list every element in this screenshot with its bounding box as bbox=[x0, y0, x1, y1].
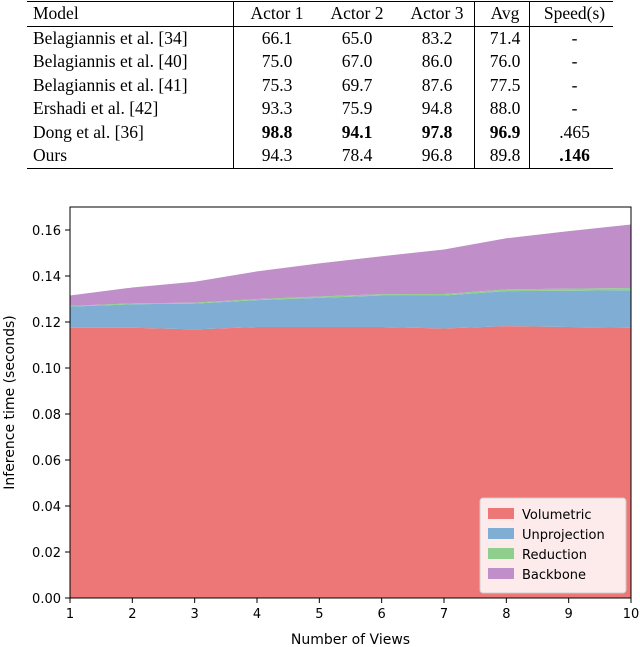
x-tick-label: 9 bbox=[565, 607, 573, 622]
chart-legend: Volumetric Unprojection Reduction Backbone bbox=[479, 497, 627, 594]
y-tick-label: 0.10 bbox=[32, 362, 61, 377]
x-tick-label: 8 bbox=[502, 607, 510, 622]
cell-speed: - bbox=[529, 26, 613, 50]
header-model: Model bbox=[33, 3, 79, 23]
cell-model: Belagiannis et al. [34] bbox=[33, 27, 188, 48]
cell-actor-3: 94.8 bbox=[421, 98, 453, 118]
table-row: Belagiannis et al. [34] 66.1 65.0 83.2 7… bbox=[27, 26, 613, 50]
header-actor-1: Actor 1 bbox=[233, 1, 314, 26]
y-axis-label: Inference time (seconds) bbox=[2, 315, 18, 489]
legend-label: Volumetric bbox=[522, 508, 592, 523]
cell-speed: - bbox=[529, 73, 613, 97]
cell-model: Belagiannis et al. [41] bbox=[33, 74, 188, 95]
legend-swatch bbox=[488, 508, 514, 519]
cell-actor-1: 75.3 bbox=[233, 73, 314, 97]
x-axis-label: Number of Views bbox=[291, 632, 410, 647]
cell-model: Ershadi et al. [42] bbox=[33, 98, 159, 118]
area-reduction bbox=[70, 287, 631, 307]
x-tick-label: 4 bbox=[253, 607, 261, 622]
cell-speed: .465 bbox=[529, 120, 613, 144]
cell-actor-2: 75.9 bbox=[341, 98, 373, 118]
cell-actor-2: 94.1 bbox=[341, 121, 373, 142]
cell-actor-3: 97.8 bbox=[421, 121, 453, 142]
cell-model: Belagiannis et al. [40] bbox=[33, 51, 188, 71]
cell-avg: 76.0 bbox=[474, 50, 530, 74]
table-row: Belagiannis et al. [41] 75.3 69.7 87.6 7… bbox=[27, 73, 613, 97]
y-tick-label: 0.08 bbox=[32, 408, 61, 423]
cell-actor-1: 98.8 bbox=[233, 120, 314, 144]
header-avg: Avg bbox=[474, 1, 530, 26]
cell-actor-2: 69.7 bbox=[341, 74, 373, 95]
legend-label: Unprojection bbox=[522, 528, 605, 543]
legend-box bbox=[479, 497, 627, 594]
cell-speed: .146 bbox=[529, 144, 613, 168]
y-tick-label: 0.04 bbox=[32, 500, 61, 515]
table-row: Ours 94.3 78.4 96.8 89.8 .146 bbox=[27, 144, 613, 168]
table-row: Belagiannis et al. [40] 75.0 67.0 86.0 7… bbox=[27, 50, 613, 74]
x-tick-label: 10 bbox=[623, 607, 640, 622]
cell-actor-3: 83.2 bbox=[421, 27, 453, 48]
cell-actor-2: 65.0 bbox=[341, 27, 373, 48]
table-row: Dong et al. [36] 98.8 94.1 97.8 96.9 .46… bbox=[27, 120, 613, 144]
cell-avg: 71.4 bbox=[474, 26, 530, 50]
y-tick-label: 0.14 bbox=[32, 270, 61, 285]
legend-label: Reduction bbox=[522, 548, 587, 563]
cell-actor-1: 66.1 bbox=[233, 26, 314, 50]
results-table: Model Actor 1 Actor 2 Actor 3 Avg Speed(… bbox=[27, 1, 613, 169]
y-tick-label: 0.16 bbox=[32, 224, 61, 239]
cell-actor-3: 87.6 bbox=[421, 74, 453, 95]
header-speed: Speed(s) bbox=[529, 1, 613, 26]
x-tick-label: 7 bbox=[440, 607, 448, 622]
x-tick-label: 6 bbox=[378, 607, 386, 622]
y-tick-label: 0.00 bbox=[32, 592, 61, 607]
axis-ticks: 0.00 0.02 0.04 0.06 0.08 0.10 0.12 0.14 0.16 1 2 3 4… bbox=[32, 224, 639, 622]
legend-swatch bbox=[488, 548, 514, 559]
cell-model: Dong et al. [36] bbox=[33, 121, 144, 142]
cell-avg: 88.0 bbox=[474, 97, 530, 121]
cell-speed: - bbox=[529, 97, 613, 121]
legend-label: Backbone bbox=[522, 568, 586, 583]
cell-actor-1: 93.3 bbox=[233, 97, 314, 121]
results-table-container: Model Actor 1 Actor 2 Actor 3 Avg Speed(… bbox=[27, 1, 613, 169]
y-tick-label: 0.02 bbox=[32, 546, 61, 561]
legend-swatch bbox=[488, 568, 514, 579]
x-tick-label: 3 bbox=[191, 607, 199, 622]
cell-avg: 89.8 bbox=[474, 144, 530, 168]
x-tick-label: 1 bbox=[66, 607, 74, 622]
table-row: Ershadi et al. [42] 93.3 75.9 94.8 88.0 … bbox=[27, 97, 613, 121]
cell-actor-3: 86.0 bbox=[421, 51, 453, 71]
area-unprojection bbox=[70, 290, 631, 330]
cell-avg: 77.5 bbox=[474, 73, 530, 97]
x-tick-label: 2 bbox=[128, 607, 136, 622]
cell-actor-3: 96.8 bbox=[421, 145, 453, 165]
cell-actor-1: 94.3 bbox=[233, 144, 314, 168]
y-tick-label: 0.12 bbox=[32, 316, 61, 331]
plot-frame bbox=[69, 206, 632, 599]
y-tick-label: 0.06 bbox=[32, 454, 61, 469]
area-backbone bbox=[70, 224, 631, 306]
cell-actor-1: 75.0 bbox=[233, 50, 314, 74]
header-actor-2: Actor 2 bbox=[330, 3, 384, 23]
cell-speed: - bbox=[529, 50, 613, 74]
cell-model: Ours bbox=[33, 145, 68, 165]
inference-time-chart: 0.00 0.02 0.04 0.06 0.08 0.10 0.12 0.14 0.16 1 2 3 4… bbox=[2, 206, 639, 647]
cell-actor-2: 78.4 bbox=[341, 145, 373, 165]
cell-avg: 96.9 bbox=[474, 120, 530, 144]
x-tick-label: 5 bbox=[315, 607, 323, 622]
header-actor-3: Actor 3 bbox=[410, 3, 464, 23]
table-header-row: Model Actor 1 Actor 2 Actor 3 Avg Speed(… bbox=[27, 1, 613, 26]
cell-actor-2: 67.0 bbox=[341, 51, 373, 71]
legend-swatch bbox=[488, 528, 514, 539]
